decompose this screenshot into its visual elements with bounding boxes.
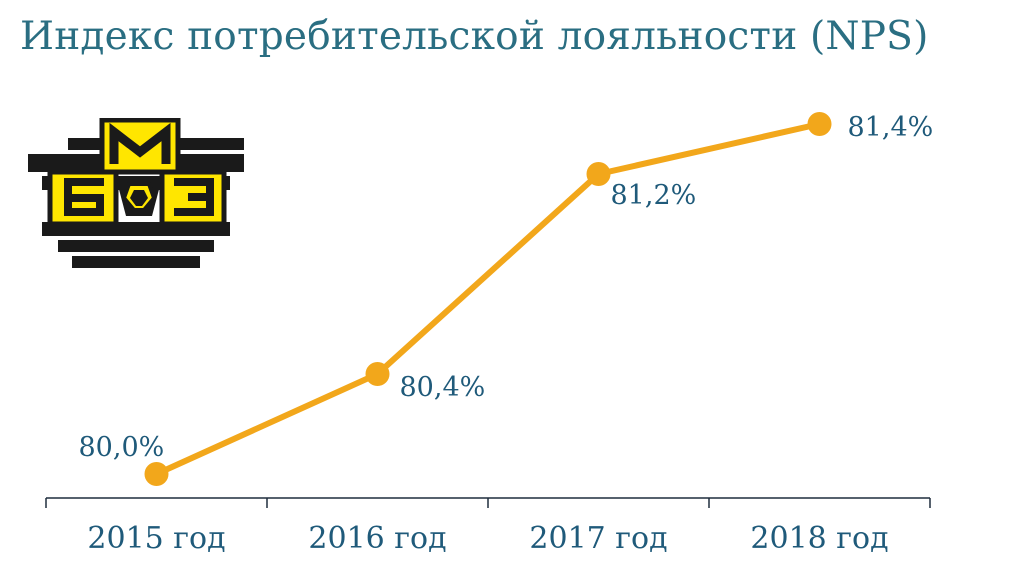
data-label: 81,2%	[611, 180, 697, 211]
x-axis	[45, 497, 931, 508]
page-title: Индекс потребительской лояльности (NPS)	[20, 14, 929, 59]
data-point	[807, 112, 832, 136]
data-label-layer: 80,0% 80,4% 81,2% 81,4%	[79, 112, 934, 463]
x-tick-label-layer: 2015 год 2016 год 2017 год 2018 год	[87, 521, 888, 556]
x-tick-label: 2017 год	[529, 521, 667, 556]
series-line-layer	[153, 121, 823, 477]
data-point-layer	[144, 112, 832, 486]
data-point	[586, 162, 611, 186]
logo-graphic	[28, 117, 244, 268]
data-point	[144, 462, 169, 486]
x-tick-label: 2018 год	[750, 521, 888, 556]
data-point	[365, 362, 390, 386]
series-line	[153, 121, 823, 477]
company-logo	[28, 117, 248, 274]
data-label: 80,0%	[79, 432, 165, 463]
x-tick-label: 2015 год	[87, 521, 225, 556]
data-label: 80,4%	[400, 372, 486, 403]
x-tick-label: 2016 год	[308, 521, 446, 556]
data-label: 81,4%	[848, 112, 934, 143]
